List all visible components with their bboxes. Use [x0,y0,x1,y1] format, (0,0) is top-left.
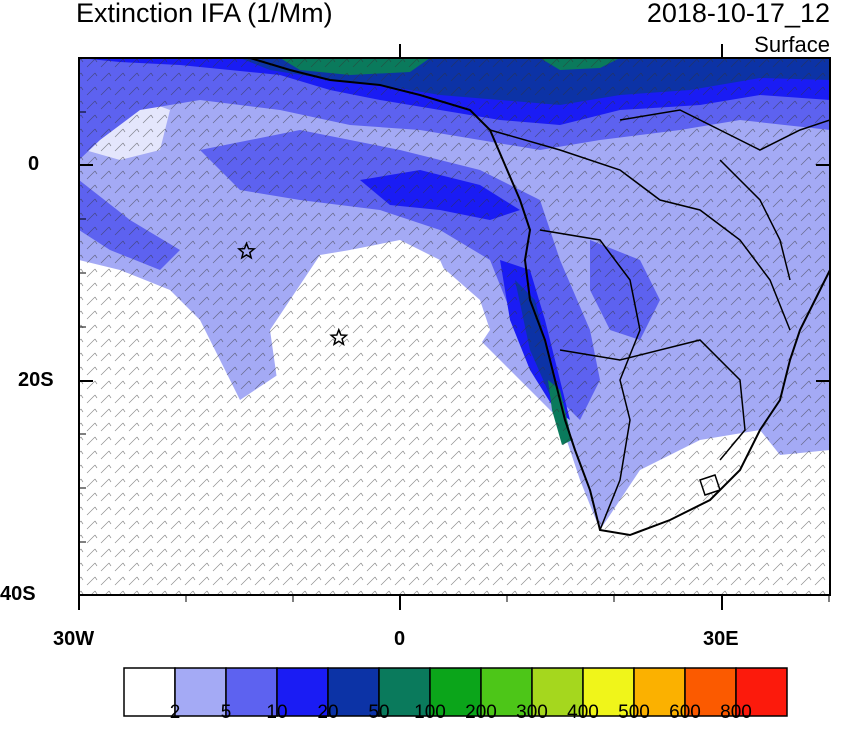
star-marker-2 [329,327,349,346]
lon-label-0: 0 [394,628,406,650]
axis-ticks [78,44,830,610]
colorbar-box [327,667,380,717]
star-marker-1 [236,241,257,260]
colorbar-box [276,667,329,717]
colorbar-box [735,667,788,717]
lat-label-20s: 20S [18,369,54,391]
colorbar-label: 100 [414,702,446,723]
lon-label-30w: 30W [53,628,95,650]
colorbar-label: 50 [368,702,390,723]
colorbar-label: 10 [266,702,288,723]
colorbar-box [378,667,431,717]
colorbar-label: 600 [669,702,701,723]
colorbar-box [480,667,533,717]
map-field [79,58,830,595]
colorbar-label: 300 [516,702,548,723]
colorbar-label: 20 [317,702,339,723]
colorbar-label: 800 [720,702,752,723]
lat-label-0: 0 [28,153,40,175]
map-level: Surface [754,32,830,57]
colorbar-label: 2 [169,702,181,723]
map-datetime: 2018-10-17_12 [646,0,830,28]
colorbar-box [174,667,227,717]
colorbar-box [225,667,278,717]
colorbar-label: 200 [465,702,497,723]
lon-label-30e: 30E [703,628,739,650]
colorbar-box [429,667,482,717]
colorbar-label: 5 [220,702,232,723]
colorbar [123,667,788,717]
lat-label-40s: 40S [0,583,36,605]
colorbar-box [123,667,176,717]
colorbar-box [633,667,686,717]
axis-minor-ticks [79,57,830,602]
colorbar-box [684,667,737,717]
colorbar-label: 500 [618,702,650,723]
colorbar-label: 400 [567,702,599,723]
map-title: Extinction IFA (1/Mm) [76,0,333,28]
